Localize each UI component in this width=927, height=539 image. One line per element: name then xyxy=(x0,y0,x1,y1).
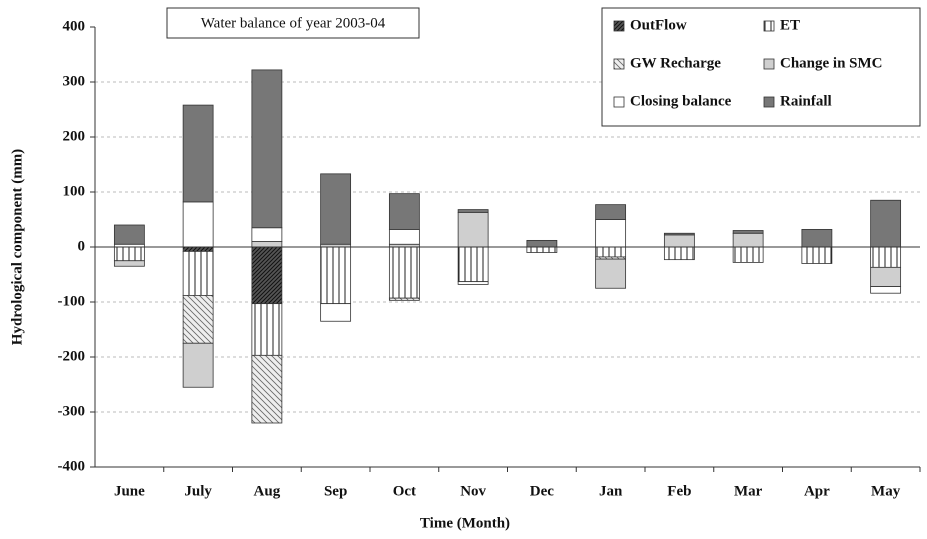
x-tick-label: Sep xyxy=(324,483,347,499)
bar-segment xyxy=(182,250,214,296)
y-tick-label: 300 xyxy=(63,73,86,89)
legend-swatch xyxy=(613,58,625,70)
bar-segment xyxy=(732,230,764,234)
bar-segment xyxy=(113,260,145,267)
bar-segment xyxy=(182,342,214,388)
x-tick-label: May xyxy=(871,483,901,499)
legend-swatch xyxy=(763,96,775,108)
y-tick-label: 100 xyxy=(63,183,86,199)
bar-segment xyxy=(320,303,352,322)
bar-segment xyxy=(870,286,902,294)
bar-segment xyxy=(663,234,695,248)
bar-segment xyxy=(801,246,833,264)
bar-segment xyxy=(182,201,214,248)
bar-segment xyxy=(732,246,764,263)
bar-segment xyxy=(251,69,283,229)
bar-segment xyxy=(663,232,695,236)
title-box xyxy=(166,7,420,39)
bar-segment xyxy=(320,246,352,305)
legend-label: ET xyxy=(780,17,800,33)
bar-segment xyxy=(801,228,833,248)
bar-segment xyxy=(595,246,627,258)
x-tick-label: Oct xyxy=(393,483,416,499)
legend-swatch xyxy=(763,20,775,32)
bar-segment xyxy=(526,239,558,248)
y-tick-label: -100 xyxy=(58,293,86,309)
bar-segment xyxy=(526,246,558,253)
x-tick-label: June xyxy=(114,483,145,499)
y-tick-label: -300 xyxy=(58,403,86,419)
chart-title: Water balance of year 2003-04 xyxy=(201,15,386,31)
bar-segment xyxy=(388,246,420,299)
bar-segment xyxy=(457,209,489,213)
bar-segment xyxy=(113,246,145,262)
bar-segment xyxy=(595,219,627,248)
x-tick-label: Feb xyxy=(667,483,691,499)
y-tick-label: 400 xyxy=(63,18,86,34)
legend-swatch xyxy=(613,96,625,108)
legend-swatch xyxy=(763,58,775,70)
legend-label: Rainfall xyxy=(780,93,832,109)
x-tick-label: July xyxy=(184,483,212,499)
x-tick-label: Aug xyxy=(254,483,281,499)
y-axis-title: Hydrological component (mm) xyxy=(9,149,25,345)
legend-label: GW Recharge xyxy=(630,55,721,71)
bar-segment xyxy=(320,173,352,245)
legend-label: Closing balance xyxy=(630,93,732,109)
bar-segment xyxy=(595,204,627,220)
bar-segment xyxy=(457,246,489,283)
bar-segment xyxy=(870,246,902,268)
bar-segment xyxy=(388,297,420,301)
x-tick-label: Apr xyxy=(804,483,830,499)
x-tick-label: Jan xyxy=(599,483,623,499)
legend-label: Change in SMC xyxy=(780,55,883,71)
bar-segment xyxy=(113,224,145,245)
bar-segment xyxy=(251,227,283,242)
bar-segment xyxy=(732,232,764,248)
bar-segment xyxy=(595,258,627,289)
y-tick-label: -400 xyxy=(58,458,86,474)
bar-segment xyxy=(251,354,283,424)
bar-segment xyxy=(251,246,283,305)
bar-segment xyxy=(388,228,420,245)
x-tick-label: Dec xyxy=(530,483,554,499)
bar-segment xyxy=(182,246,214,252)
bar-segment xyxy=(457,211,489,248)
bar-segment xyxy=(251,241,283,248)
bar-segment xyxy=(870,199,902,248)
x-axis-title: Time (Month) xyxy=(420,515,510,531)
bar-segment xyxy=(251,303,283,356)
bar-segment xyxy=(663,246,695,261)
y-tick-label: -200 xyxy=(58,348,86,364)
bar-segment xyxy=(182,104,214,203)
legend-box xyxy=(601,7,921,127)
bar-segment xyxy=(388,193,420,230)
y-tick-label: 0 xyxy=(78,238,86,254)
x-tick-label: Nov xyxy=(460,483,486,499)
legend-swatch xyxy=(613,20,625,32)
bar-segment xyxy=(457,281,489,285)
legend-label: OutFlow xyxy=(630,17,687,33)
bar-segment xyxy=(870,266,902,288)
x-tick-label: Mar xyxy=(734,483,763,499)
bar-segment xyxy=(182,294,214,344)
y-tick-label: 200 xyxy=(63,128,86,144)
